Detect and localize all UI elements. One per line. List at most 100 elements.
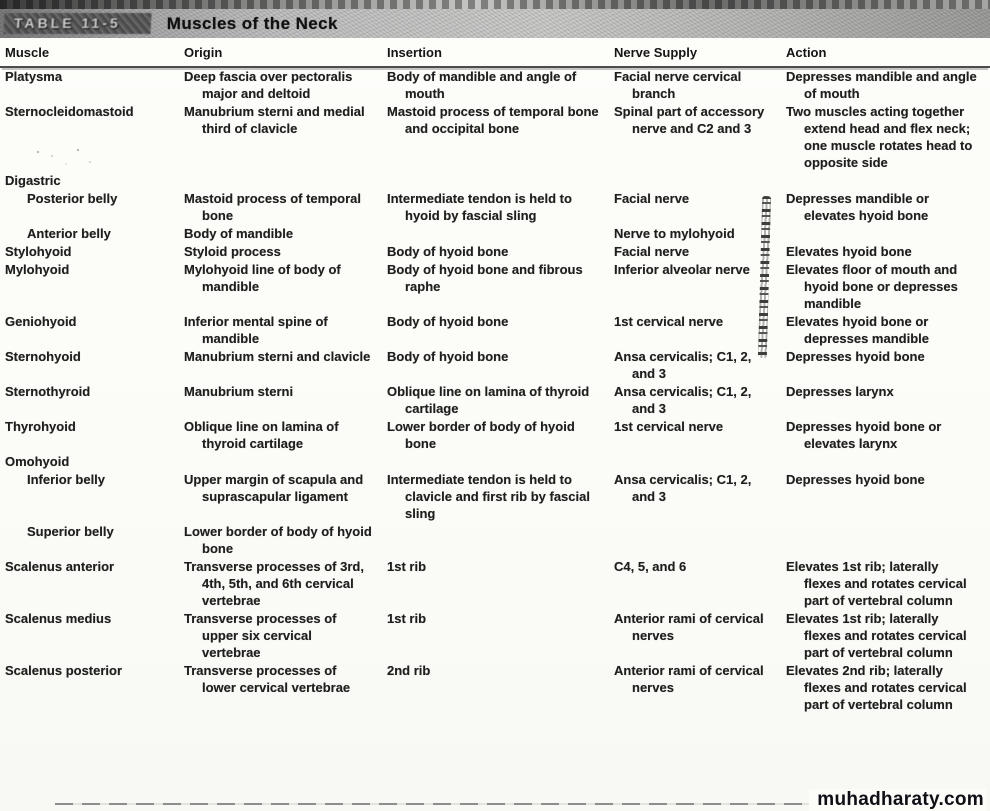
table-row: Sternothyroid Manubrium sterni Oblique lin…: [0, 383, 990, 417]
table-title-bar: TABLE 11-5 Muscles of the Neck: [0, 9, 990, 38]
cell-nerve: Nerve to mylohyoid: [614, 226, 735, 241]
table-row: Stylohyoid Styloid process Body of hyoid b…: [0, 243, 990, 260]
cell-action: [784, 225, 990, 242]
column-header-action: Action: [786, 45, 827, 60]
cell-insertion: Lower border of body of hyoid bone: [387, 419, 575, 451]
table-row: Sternocleidomastoid Manubrium sterni and …: [0, 103, 990, 171]
cell-insertion: [385, 172, 612, 189]
cell-action: Depresses mandible or elevates hyoid bon…: [786, 191, 930, 223]
table-row: Superior belly Lower border of body of hy…: [0, 523, 990, 557]
cell-nerve: Ansa cervicalis; C1, 2, and 3: [614, 384, 752, 416]
cell-insertion: Oblique line on lamina of thyroid cartil…: [387, 384, 590, 416]
cell-action: Depresses hyoid bone: [786, 472, 925, 487]
table-row: Scalenus medius Transverse processes of u…: [0, 610, 990, 661]
cell-action: [784, 523, 990, 557]
cell-action: Elevates 1st rib; laterally flexes and r…: [786, 611, 967, 660]
cell-origin: Manubrium sterni and medial third of cla…: [184, 104, 365, 136]
cell-nerve: Ansa cervicalis; C1, 2, and 3: [614, 472, 752, 504]
column-header-muscle: Muscle: [5, 45, 50, 60]
page-title: Muscles of the Neck: [166, 14, 338, 33]
cell-insertion: Body of hyoid bone and fibrous raphe: [387, 262, 583, 294]
cell-origin: Manubrium sterni and clavicle: [184, 349, 371, 364]
cell-insertion: Body of hyoid bone: [387, 349, 509, 364]
table-row: Geniohyoid Inferior mental spine of mandi…: [0, 313, 990, 347]
cell-action: Elevates hyoid bone or depresses mandibl…: [786, 314, 929, 346]
cell-action: Depresses hyoid bone or elevates larynx: [786, 419, 942, 451]
cell-origin: Deep fascia over pectoralis major and de…: [184, 69, 353, 101]
cell-nerve: Facial nerve: [614, 191, 690, 206]
cell-muscle: Thyrohyoid: [5, 419, 76, 434]
table-row: Scalenus posterior Transverse processes o…: [0, 662, 990, 713]
cell-origin: Mastoid process of temporal bone: [184, 191, 361, 223]
cell-nerve: Anterior rami of cervical nerves: [614, 611, 764, 643]
cell-insertion: [385, 523, 612, 557]
cell-insertion: [385, 225, 612, 242]
cell-origin: Body of mandible: [184, 226, 294, 241]
cell-action: Depresses mandible and angle of mouth: [786, 69, 977, 101]
cell-insertion: Intermediate tendon is held to hyoid by …: [387, 191, 572, 223]
table-row: Inferior belly Upper margin of scapula an…: [0, 471, 990, 522]
cell-action: Depresses hyoid bone: [786, 349, 925, 364]
cell-nerve: Ansa cervicalis; C1, 2, and 3: [614, 349, 752, 381]
cell-origin: Transverse processes of lower cervical v…: [184, 663, 351, 695]
column-header-insertion: Insertion: [387, 45, 442, 60]
cell-origin: Inferior mental spine of mandible: [184, 314, 328, 346]
cell-action: Elevates hyoid bone: [786, 244, 912, 259]
table-row: Scalenus anterior Transverse processes of…: [0, 558, 990, 609]
table-row: Posterior belly Mastoid process of tempor…: [0, 190, 990, 224]
column-header-nerve-supply: Nerve Supply: [614, 45, 698, 60]
cell-origin: Mylohyoid line of body of mandible: [184, 262, 341, 294]
cell-insertion: Intermediate tendon is held to clavicle …: [387, 472, 590, 521]
cell-muscle: Posterior belly: [27, 191, 118, 206]
cell-nerve: Facial nerve: [614, 244, 690, 259]
cell-origin: Lower border of body of hyoid bone: [184, 524, 372, 556]
column-header-row: Muscle Origin Insertion Nerve Supply Act…: [0, 44, 990, 68]
cell-insertion: [385, 453, 612, 470]
cell-muscle: Mylohyoid: [5, 262, 70, 277]
cell-action: Elevates floor of mouth and hyoid bone o…: [786, 262, 958, 311]
scan-top-streak: [0, 0, 990, 9]
cell-muscle: Sternocleidomastoid: [5, 104, 134, 119]
cell-origin: Oblique line on lamina of thyroid cartil…: [184, 419, 339, 451]
cell-insertion: 2nd rib: [387, 663, 431, 678]
pencil-artifact: [30, 146, 100, 170]
table-row: Thyrohyoid Oblique line on lamina of thyr…: [0, 418, 990, 452]
bottom-rule: [55, 803, 986, 805]
cell-muscle: Geniohyoid: [5, 314, 77, 329]
cell-origin: Transverse processes of upper six cervic…: [184, 611, 337, 660]
cell-action: [784, 453, 990, 470]
table-row: Omohyoid: [0, 453, 990, 470]
cell-muscle: Platysma: [5, 69, 63, 84]
cell-origin: Styloid process: [184, 244, 281, 259]
cell-muscle: Anterior belly: [27, 226, 111, 241]
cell-action: [784, 172, 990, 189]
column-header-origin: Origin: [184, 45, 223, 60]
cell-origin: Upper margin of scapula and suprascapula…: [184, 472, 364, 504]
cell-muscle: Stylohyoid: [5, 244, 72, 259]
table-row: Mylohyoid Mylohyoid line of body of mandi…: [0, 261, 990, 312]
cell-action: Elevates 1st rib; laterally flexes and r…: [786, 559, 967, 608]
cell-action: Depresses larynx: [786, 384, 894, 399]
cell-nerve: [612, 172, 784, 189]
cell-origin: Manubrium sterni: [184, 384, 294, 399]
cell-insertion: Mastoid process of temporal bone and occ…: [387, 104, 599, 136]
cell-muscle: Scalenus anterior: [5, 559, 115, 574]
cell-nerve: 1st cervical nerve: [614, 314, 724, 329]
cell-action: Two muscles acting together extend head …: [786, 104, 973, 170]
cell-origin: [182, 453, 385, 470]
cell-insertion: 1st rib: [387, 611, 427, 626]
cell-insertion: 1st rib: [387, 559, 427, 574]
table-row: Sternohyoid Manubrium sterni and clavicle…: [0, 348, 990, 382]
cell-muscle: Omohyoid: [5, 454, 70, 469]
table-row: Digastric: [0, 172, 990, 189]
table-number-label: TABLE 11-5: [3, 13, 152, 34]
cell-insertion: Body of hyoid bone: [387, 244, 509, 259]
table-body: Platysma Deep fascia over pectoralis majo…: [0, 68, 990, 714]
cell-insertion: Body of mandible and angle of mouth: [387, 69, 577, 101]
cell-action: Elevates 2nd rib; laterally flexes and r…: [786, 663, 967, 712]
watermark: muhadharaty.com: [809, 789, 986, 811]
cell-origin: [182, 172, 385, 189]
cell-nerve: Facial nerve cervical branch: [614, 69, 742, 101]
cell-nerve: 1st cervical nerve: [614, 419, 724, 434]
